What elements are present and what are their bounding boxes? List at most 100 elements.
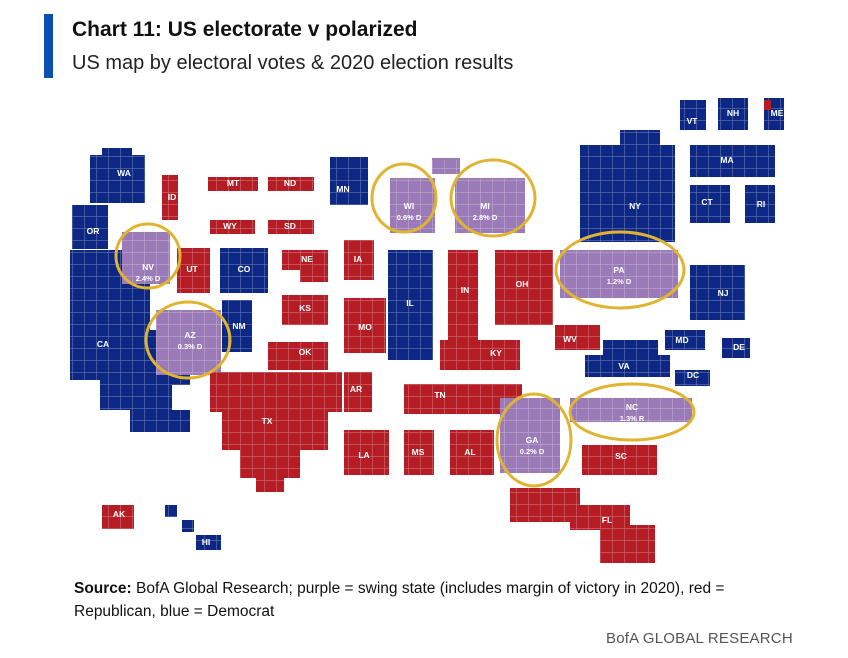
tile-grid	[722, 338, 750, 358]
state-label-or: OR	[87, 226, 100, 236]
state-wi: WI 0.6% D	[390, 178, 435, 233]
tile-grid	[690, 145, 775, 177]
state-label-tx: TX	[262, 416, 273, 426]
state-label-id: ID	[168, 192, 177, 202]
tile-grid	[268, 342, 328, 370]
state-sd: SD	[268, 220, 314, 234]
state-label-sc: SC	[615, 451, 627, 461]
margin-label-ga: 0.2% D	[520, 447, 545, 456]
state-nd: ND	[268, 177, 314, 191]
tile-grid	[455, 178, 525, 233]
swing-circle-az	[144, 300, 232, 380]
state-label-ga: GA	[526, 435, 539, 445]
state-label-dc: DC	[687, 370, 699, 380]
state-pa: PA 1.2% D	[560, 250, 678, 298]
state-ok: OK	[268, 342, 328, 370]
tile-grid	[268, 220, 314, 234]
margin-label-nv: 2.4% D	[136, 274, 161, 283]
source-text: BofA Global Research; purple = swing sta…	[74, 580, 725, 620]
state-label-ct: CT	[701, 197, 713, 207]
state-label-ok: OK	[299, 347, 313, 357]
margin-label-nc: 1.3% R	[620, 414, 645, 423]
tile-grid	[495, 250, 553, 325]
state-label-hi: HI	[202, 537, 211, 547]
tile-grid	[344, 372, 372, 412]
state-label-me: ME	[771, 108, 784, 118]
tile-grid	[690, 185, 730, 223]
state-ia: IA	[344, 240, 374, 280]
state-label-la: LA	[358, 450, 369, 460]
state-nh: NH	[718, 98, 748, 130]
state-al: AL	[450, 430, 494, 475]
state-label-va: VA	[618, 361, 629, 371]
tile-grid	[675, 370, 710, 386]
tile-grid	[718, 98, 748, 130]
tile-grid	[182, 520, 194, 532]
state-label-fl: FL	[602, 515, 612, 525]
state-label-wy: WY	[223, 221, 237, 231]
tile-grid	[344, 240, 374, 280]
state-label-wi: WI	[404, 201, 414, 211]
swing-circle-nv	[114, 222, 182, 290]
state-label-ia: IA	[354, 254, 363, 264]
tile-grid	[210, 220, 255, 234]
state-in: IN	[448, 250, 478, 340]
state-ut: UT	[177, 248, 210, 293]
state-label-wa: WA	[117, 168, 131, 178]
state-label-co: CO	[238, 264, 251, 274]
tile-grid	[582, 445, 657, 475]
state-label-de: DE	[733, 342, 745, 352]
tile-grid	[130, 410, 190, 432]
tile-grid	[240, 450, 300, 478]
state-label-nv: NV	[142, 262, 154, 272]
margin-label-pa: 1.2% D	[607, 277, 632, 286]
tile-grid	[620, 130, 660, 150]
state-label-ak: AK	[113, 509, 126, 519]
tile-grid	[585, 355, 670, 377]
state-ma: MA	[690, 145, 775, 177]
state-hi: HI	[165, 505, 221, 550]
tile-grid	[220, 248, 268, 293]
state-sc: SC	[582, 445, 657, 475]
state-md: MD	[665, 330, 705, 350]
margin-label-wi: 0.6% D	[397, 213, 422, 222]
state-label-md: MD	[675, 335, 688, 345]
source-note: Source: BofA Global Research; purple = s…	[74, 577, 794, 623]
source-label: Source:	[74, 580, 132, 597]
tile-grid	[404, 430, 434, 475]
swing-circle-mi	[449, 158, 537, 238]
state-label-mt: MT	[227, 178, 240, 188]
accent-bar	[44, 14, 53, 78]
tile-grid	[256, 478, 284, 492]
state-ga: GA 0.2% D	[500, 398, 560, 473]
tile-grid	[330, 157, 368, 205]
state-label-wv: WV	[563, 334, 577, 344]
swing-circle-ga	[495, 392, 573, 488]
tile-grid	[196, 535, 221, 550]
tile-grid	[603, 340, 658, 355]
state-id: ID	[162, 175, 178, 220]
state-label-nh: NH	[727, 108, 739, 118]
state-label-vt: VT	[687, 116, 699, 126]
state-ks: KS	[282, 295, 328, 325]
margin-label-az: 0.3% D	[178, 342, 203, 351]
tile-grid	[500, 398, 560, 473]
tile-grid	[72, 205, 108, 249]
chart-subtitle: US map by electoral votes & 2020 electio…	[72, 52, 514, 74]
state-nv: NV 2.4% D	[122, 232, 170, 284]
state-ak: AK	[102, 505, 134, 529]
swing-circle-nc	[568, 382, 696, 442]
state-mt: MT	[208, 177, 258, 191]
state-label-in: IN	[461, 285, 470, 295]
state-label-nc: NC	[626, 402, 638, 412]
tile-grid	[282, 295, 328, 325]
tile-grid	[665, 330, 705, 350]
state-label-az: AZ	[184, 330, 195, 340]
state-ms: MS	[404, 430, 434, 475]
state-label-oh: OH	[516, 279, 529, 289]
state-va: VA	[585, 340, 670, 377]
state-ny: NY	[580, 130, 675, 242]
state-ri: RI	[745, 185, 775, 223]
state-label-mn: MN	[336, 184, 349, 194]
